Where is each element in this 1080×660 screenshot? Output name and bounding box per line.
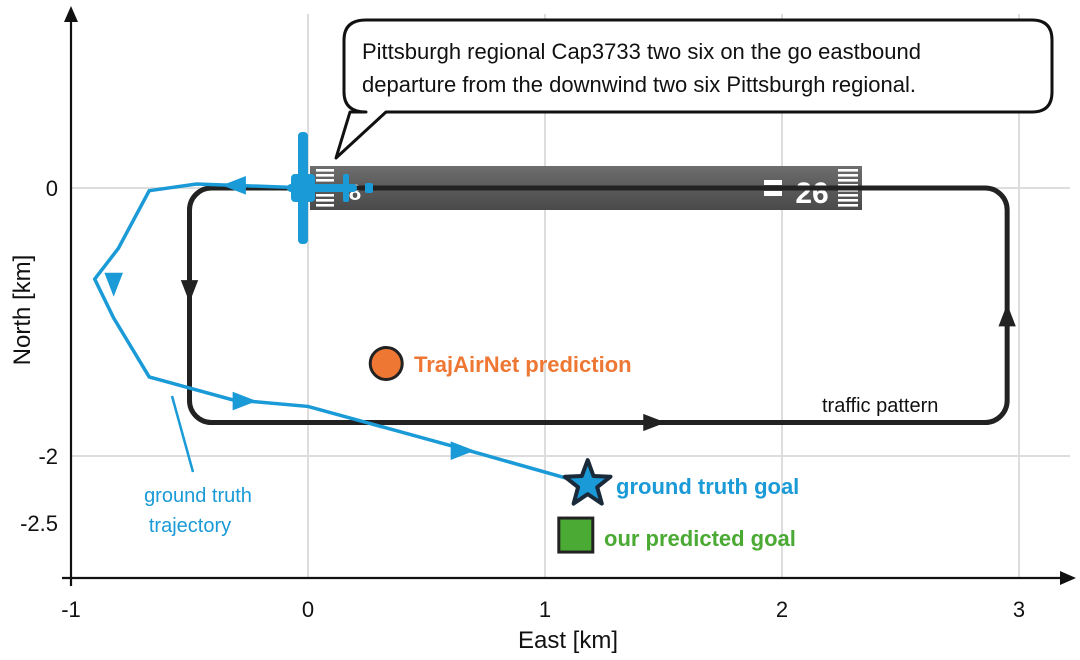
predicted-goal-marker: [557, 516, 595, 554]
threshold-stripe-west: [316, 204, 334, 207]
pattern-arrow-2: [998, 303, 1016, 327]
threshold-stripe-east: [838, 174, 858, 177]
axes: [62, 6, 1076, 586]
runway-number: 26: [795, 177, 828, 210]
threshold-stripe-west: [316, 194, 334, 197]
series: [92, 176, 1016, 486]
threshold-stripe-west: [316, 174, 334, 177]
x-tick-label-1: 0: [302, 597, 314, 622]
runway-number-bar-bottom: [764, 191, 782, 196]
y-tick-label-1: -2: [38, 444, 58, 469]
runway-number-west: 8: [349, 180, 361, 205]
markers: [368, 346, 613, 554]
bubble-line-1: Pittsburgh regional Cap3733 two six on t…: [362, 39, 921, 64]
x-tick-label-4: 3: [1013, 597, 1025, 622]
tick-labels: -1 0 1 2 3 -2.5 -2 0: [20, 176, 1025, 622]
ground-truth-label-line-1: ground truth: [144, 485, 252, 507]
truth-arrow-3: [450, 441, 475, 460]
ground-truth-goal-marker: [562, 458, 613, 506]
pattern-arrow-0: [180, 280, 199, 303]
y-tick-label-2: 0: [46, 176, 58, 201]
threshold-stripe-east: [838, 204, 858, 207]
speech-bubble-shape: [334, 18, 1054, 160]
y-axis-label: North [km]: [9, 255, 36, 366]
runway-number-bar-top: [764, 180, 782, 185]
traffic-pattern-line: [187, 185, 1010, 425]
threshold-stripe-east: [838, 194, 858, 197]
truth-arrow-0: [221, 176, 246, 195]
x-axis-arrowhead: [1060, 571, 1076, 585]
y-tick-label-0: -2.5: [20, 511, 58, 536]
x-axis-label: East [km]: [518, 627, 618, 654]
aircraft-icon: [287, 132, 373, 244]
x-tick-label-0: -1: [61, 597, 81, 622]
threshold-stripe-west: [316, 199, 334, 202]
ground-truth-leader-line: [170, 395, 195, 473]
traffic-pattern-label: traffic pattern: [822, 395, 938, 417]
threshold-stripe-east: [838, 169, 858, 172]
ground-truth-trajectory-line: [92, 182, 589, 486]
threshold-stripe-west: [316, 169, 334, 172]
trajairnet-label: TrajAirNet prediction: [414, 352, 632, 377]
ground-truth-label-line-2: trajectory: [149, 515, 231, 537]
threshold-stripe-east: [838, 184, 858, 187]
predicted-goal-label: our predicted goal: [604, 526, 796, 551]
trajairnet-prediction-marker: [368, 346, 404, 382]
x-tick-label-2: 1: [539, 597, 551, 622]
x-tick-label-3: 2: [776, 597, 788, 622]
ground-truth-goal-label: ground truth goal: [616, 474, 799, 499]
threshold-stripe-west: [316, 179, 334, 182]
pattern-arrow-1: [643, 413, 666, 432]
bubble-line-2: departure from the downwind two six Pitt…: [362, 72, 916, 97]
y-axis-arrowhead: [64, 6, 78, 22]
threshold-stripe-east: [838, 199, 858, 202]
truth-arrow-1: [104, 272, 123, 297]
speech-bubble: Pittsburgh regional Cap3733 two six on t…: [334, 18, 1054, 160]
truth-arrow-2: [232, 391, 257, 411]
threshold-stripe-east: [838, 179, 858, 182]
